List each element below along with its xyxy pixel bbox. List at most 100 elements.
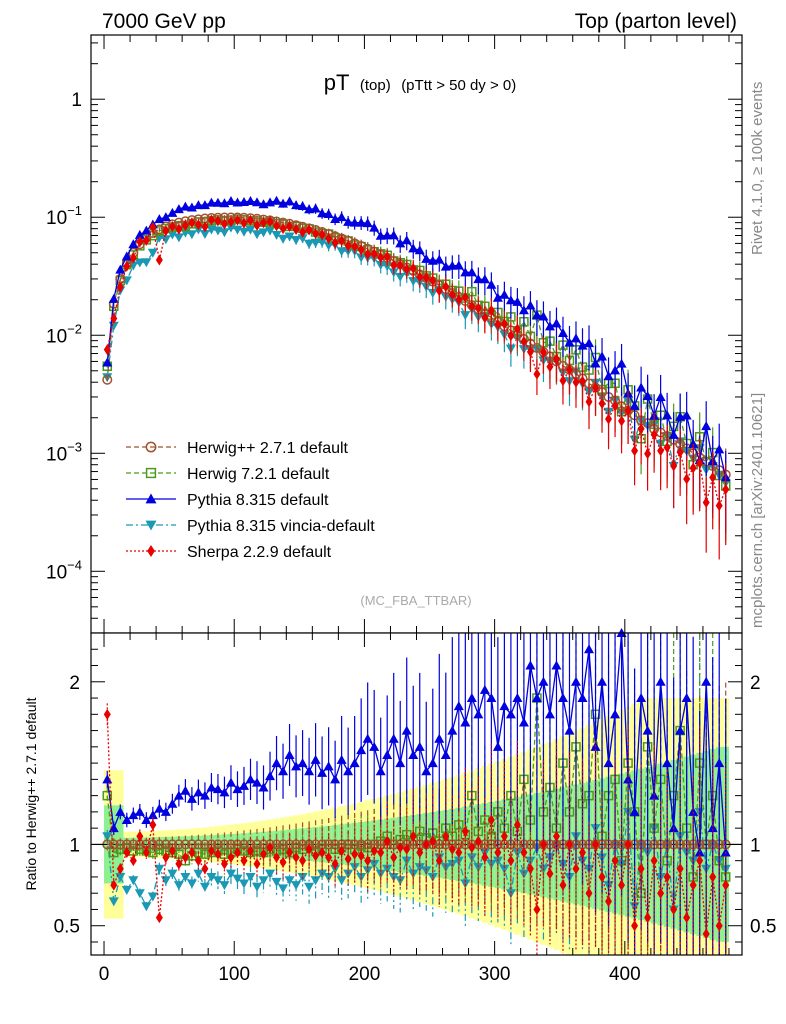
main-data-point <box>160 235 171 245</box>
main-data-point <box>598 398 606 410</box>
ratio-data-point <box>623 774 634 784</box>
ratio-data-point <box>258 876 269 886</box>
ratio-data-point <box>507 855 515 867</box>
main-data-point <box>401 235 412 245</box>
main-data-point <box>631 445 639 457</box>
ratio-data-point <box>460 717 471 727</box>
ratio-data-point <box>271 758 282 768</box>
ratio-data-point <box>147 892 158 902</box>
main-data-point <box>252 197 263 207</box>
ratio-data-point <box>349 758 360 768</box>
ratio-data-point <box>252 882 263 892</box>
ratio-data-point <box>403 843 411 855</box>
ratio-data-point <box>689 879 697 891</box>
main-data-point <box>142 234 150 246</box>
main-data-point <box>149 221 157 233</box>
ratio-data-point <box>225 869 236 879</box>
main-data-point <box>194 219 202 231</box>
main-data-point <box>212 197 223 207</box>
ratio-data-point <box>435 855 443 867</box>
main-data-point <box>709 471 717 483</box>
main-data-point <box>388 230 399 240</box>
ratio-data-point <box>108 823 119 833</box>
main-data-point <box>292 224 300 236</box>
legend-label: Herwig 7.2.1 default <box>187 466 330 483</box>
ratio-data-point <box>675 725 686 735</box>
main-data-point <box>305 224 313 236</box>
ratio-data-point <box>180 785 191 795</box>
main-data-point <box>271 230 282 240</box>
main-data-point <box>162 225 170 237</box>
ratio-y-tick-label: 2 <box>69 673 80 694</box>
ratio-data-point <box>219 839 230 850</box>
main-data-point <box>181 220 189 232</box>
main-data-point <box>318 229 326 241</box>
ratio-data-point <box>291 881 302 891</box>
main-data-point <box>155 254 163 266</box>
main-data-point <box>173 204 184 214</box>
ratio-data-point <box>468 842 476 854</box>
ratio-data-point <box>200 849 210 859</box>
ratio-data-point <box>147 839 158 850</box>
main-data-point <box>147 248 158 258</box>
main-data-point <box>253 219 261 231</box>
ratio-data-point <box>401 725 412 735</box>
ratio-data-point <box>577 693 588 703</box>
ratio-data-point <box>351 848 359 860</box>
ratio-data-point <box>323 839 334 850</box>
ratio-data-point <box>557 693 568 703</box>
ratio-data-point <box>212 784 223 794</box>
ratio-data-point <box>466 693 477 703</box>
main-data-point <box>299 226 307 238</box>
ratio-data-point <box>115 806 126 816</box>
plot-title-main: pT <box>324 70 350 95</box>
main-data-point <box>644 448 652 460</box>
ratio-data-point <box>330 774 341 784</box>
ratio-data-point <box>570 676 581 686</box>
ratio-data-point <box>448 843 456 855</box>
ratio-data-point <box>681 693 692 703</box>
main-data-point <box>160 212 171 222</box>
ratio-data-point <box>343 766 354 776</box>
main-data-point <box>518 305 529 315</box>
ratio-data-point <box>291 761 302 771</box>
main-data-point <box>403 263 411 275</box>
main-data-point <box>116 281 124 293</box>
ratio-data-point <box>362 733 373 743</box>
main-panel-background <box>91 35 742 633</box>
ratio-data-point <box>115 839 126 850</box>
main-data-point <box>585 396 593 408</box>
ratio-data-point <box>232 874 243 884</box>
ratio-data-point <box>531 693 542 703</box>
ratio-data-point <box>273 851 281 863</box>
ratio-data-point <box>173 790 184 800</box>
main-data-point <box>134 229 145 239</box>
main-data-point <box>696 457 704 469</box>
main-data-point <box>323 241 334 251</box>
main-series-layer <box>102 195 731 560</box>
main-data-point <box>271 195 282 205</box>
main-data-point <box>618 415 626 427</box>
ratio-data-point <box>662 758 673 768</box>
ratio-data-point <box>199 790 210 800</box>
main-data-point <box>466 267 477 277</box>
main-y-tick-label-exponent: −4 <box>67 557 82 572</box>
ratio-data-point <box>245 872 256 882</box>
ratio-y-axis: 0.5 0.5 1 1 2 2 <box>54 648 776 943</box>
main-data-point <box>434 254 445 264</box>
ratio-series-layer <box>102 628 731 955</box>
main-data-point <box>512 296 523 306</box>
ratio-data-point <box>102 790 113 801</box>
main-data-point <box>507 330 515 342</box>
main-data-point <box>453 260 464 270</box>
ratio-data-point <box>642 725 653 735</box>
main-data-point <box>657 445 665 457</box>
main-data-point <box>396 259 404 271</box>
ratio-data-point <box>499 701 510 711</box>
ratio-data-point <box>559 879 567 891</box>
main-data-point <box>199 229 210 239</box>
ratio-series-4 <box>103 703 730 955</box>
main-data-point <box>240 217 248 229</box>
main-data-point <box>351 241 359 253</box>
main-y-tick-label-base: 10 <box>46 326 67 347</box>
